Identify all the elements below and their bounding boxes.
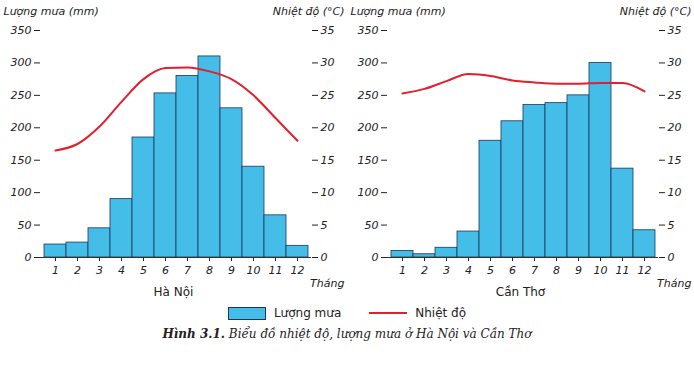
svg-text:6: 6	[162, 264, 169, 277]
svg-text:Tháng: Tháng	[310, 277, 344, 290]
svg-text:7: 7	[531, 264, 538, 277]
svg-text:Tháng: Tháng	[657, 277, 691, 290]
svg-text:10: 10	[668, 186, 682, 199]
svg-text:35: 35	[668, 24, 682, 37]
svg-text:0: 0	[372, 251, 379, 264]
svg-text:Lượng mưa (mm): Lượng mưa (mm)	[351, 5, 446, 18]
svg-text:50: 50	[365, 219, 379, 232]
svg-text:50: 50	[18, 219, 32, 232]
svg-text:1: 1	[399, 264, 406, 277]
svg-text:12: 12	[638, 264, 652, 277]
svg-text:6: 6	[509, 264, 516, 277]
svg-text:5: 5	[140, 264, 147, 277]
svg-text:5: 5	[487, 264, 494, 277]
svg-text:10: 10	[247, 264, 261, 277]
html-text:Hà Nội: Hà Nội	[153, 285, 194, 299]
svg-text:Nhiệt độ (°C): Nhiệt độ (°C)	[620, 5, 692, 18]
svg-text:9: 9	[228, 264, 235, 277]
svg-text:20: 20	[668, 121, 682, 134]
svg-text:25: 25	[668, 89, 682, 102]
svg-text:15: 15	[668, 154, 682, 167]
svg-text:30: 30	[668, 56, 682, 69]
svg-text:Lượng mưa (mm): Lượng mưa (mm)	[4, 5, 99, 18]
html-text:Cần Thơ: Cần Thơ	[495, 285, 546, 299]
svg-text:250: 250	[358, 89, 379, 102]
svg-text:8: 8	[553, 264, 560, 277]
svg-text:15: 15	[321, 154, 335, 167]
svg-text:5: 5	[668, 219, 675, 232]
svg-text:7: 7	[184, 264, 191, 277]
svg-text:11: 11	[616, 264, 630, 277]
svg-text:100: 100	[358, 186, 379, 199]
svg-text:100: 100	[11, 186, 32, 199]
svg-text:11: 11	[269, 264, 283, 277]
svg-text:10: 10	[594, 264, 608, 277]
svg-text:25: 25	[321, 89, 335, 102]
svg-text:35: 35	[321, 24, 335, 37]
svg-text:20: 20	[321, 121, 335, 134]
svg-text:250: 250	[11, 89, 32, 102]
svg-text:Nhiệt độ (°C): Nhiệt độ (°C)	[273, 5, 345, 18]
html-text:Hình 3.1. Biểu đồ nhiệt độ, lư: Hình 3.1. Biểu đồ nhiệt độ, lượng mưa ở …	[162, 327, 532, 341]
svg-text:12: 12	[291, 264, 305, 277]
svg-text:150: 150	[11, 154, 32, 167]
svg-text:8: 8	[206, 264, 213, 277]
svg-text:300: 300	[358, 56, 379, 69]
svg-text:350: 350	[11, 24, 32, 37]
svg-text:0: 0	[668, 251, 675, 264]
svg-text:10: 10	[321, 186, 335, 199]
svg-text:200: 200	[358, 121, 379, 134]
svg-text:30: 30	[321, 56, 335, 69]
html-text:Lượng mưa: Lượng mưa	[273, 306, 342, 320]
svg-text:350: 350	[358, 24, 379, 37]
svg-text:200: 200	[11, 121, 32, 134]
svg-text:3: 3	[96, 264, 103, 277]
svg-text:5: 5	[321, 219, 328, 232]
svg-text:2: 2	[421, 264, 428, 277]
svg-text:0: 0	[321, 251, 328, 264]
svg-text:0: 0	[25, 251, 32, 264]
svg-text:4: 4	[118, 264, 125, 277]
svg-text:3: 3	[443, 264, 450, 277]
svg-text:9: 9	[575, 264, 582, 277]
svg-text:4: 4	[465, 264, 472, 277]
svg-text:300: 300	[11, 56, 32, 69]
svg-text:2: 2	[74, 264, 81, 277]
html-text:Nhiệt độ: Nhiệt độ	[415, 306, 466, 320]
svg-text:150: 150	[358, 154, 379, 167]
svg-text:1: 1	[52, 264, 59, 277]
